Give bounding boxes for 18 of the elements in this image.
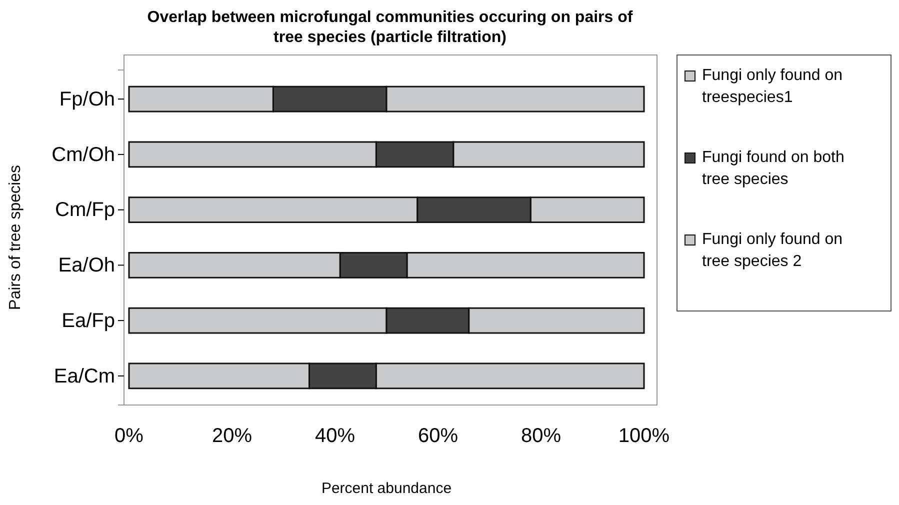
y-tick-label: Ea/Oh — [58, 254, 115, 277]
legend-label: Fungi only found on treespecies1 — [702, 67, 843, 106]
y-tick-label: Cm/Oh — [52, 144, 115, 166]
y-tick-label: Fp/Oh — [59, 88, 115, 110]
y-axis-title: Pairs of tree species — [7, 165, 24, 310]
x-tick-label: 0% — [114, 425, 144, 448]
x-tick-label: 40% — [314, 425, 356, 448]
legend-label: Fungi only found on tree species 2 — [702, 231, 843, 270]
x-tick-label: 80% — [520, 425, 562, 448]
x-tick-label: 20% — [212, 425, 252, 448]
y-tick-label: Ea/Fp — [62, 310, 115, 332]
x-tick-label: 60% — [418, 425, 458, 448]
y-tick-label: Cm/Fp — [55, 199, 115, 222]
chart-title: Overlap between microfungal communities occuring on pairs of tree species (particle filtration) — [147, 9, 634, 46]
legend-label: Fungi found on both tree species — [702, 149, 844, 188]
y-tick-label: Ea/Cm — [54, 365, 115, 388]
x-axis-title: Percent abundance — [321, 480, 452, 497]
x-tick-label: 100% — [618, 425, 670, 448]
